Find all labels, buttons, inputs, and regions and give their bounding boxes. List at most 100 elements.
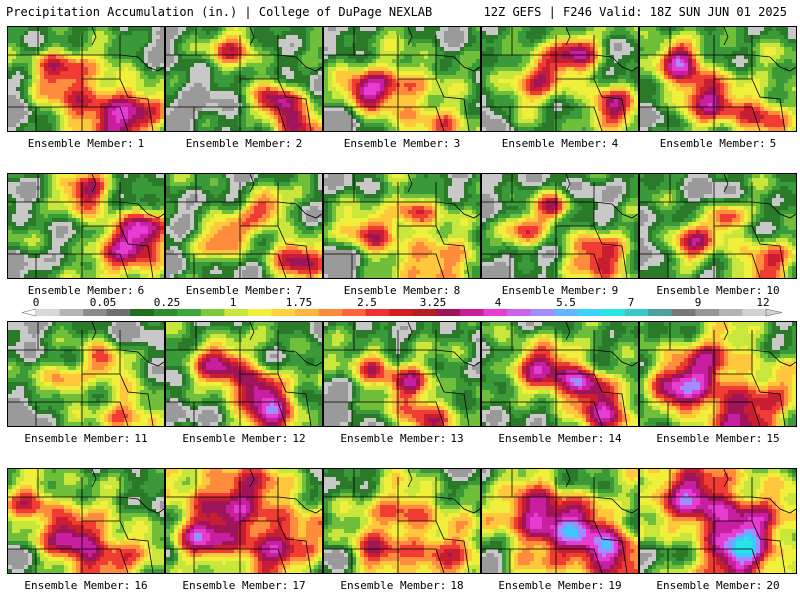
member-number: 12 bbox=[292, 432, 305, 445]
colorbar-swatch bbox=[59, 309, 84, 316]
colorbar-tick-label: 5.5 bbox=[556, 296, 576, 309]
ensemble-member-panel: Ensemble Member: 4 bbox=[481, 26, 639, 150]
member-number: 7 bbox=[296, 284, 303, 297]
member-number: 6 bbox=[138, 284, 145, 297]
member-caption-label: Ensemble Member: bbox=[498, 432, 604, 445]
member-caption-label: Ensemble Member: bbox=[656, 284, 762, 297]
precip-map bbox=[639, 321, 797, 427]
member-number: 2 bbox=[296, 137, 303, 150]
member-caption: Ensemble Member: 2 bbox=[165, 137, 323, 150]
colorbar-swatch bbox=[695, 309, 720, 316]
member-caption-label: Ensemble Member: bbox=[660, 137, 766, 150]
member-number: 19 bbox=[608, 579, 621, 592]
colorbar-swatch bbox=[106, 309, 131, 316]
ensemble-member-panel: Ensemble Member: 17 bbox=[165, 468, 323, 592]
member-caption: Ensemble Member: 20 bbox=[639, 579, 797, 592]
precip-map bbox=[323, 173, 481, 279]
member-caption-label: Ensemble Member: bbox=[186, 284, 292, 297]
colorbar-swatch bbox=[271, 309, 296, 316]
member-caption: Ensemble Member: 12 bbox=[165, 432, 323, 445]
member-caption-label: Ensemble Member: bbox=[28, 284, 134, 297]
colorbar-tick-label: 2.5 bbox=[357, 296, 377, 309]
member-caption: Ensemble Member: 19 bbox=[481, 579, 639, 592]
precip-map bbox=[639, 173, 797, 279]
member-caption-label: Ensemble Member: bbox=[502, 284, 608, 297]
colorbar-swatch bbox=[624, 309, 649, 316]
member-number: 4 bbox=[612, 137, 619, 150]
colorbar-tick-label: 3.25 bbox=[420, 296, 447, 309]
member-caption: Ensemble Member: 11 bbox=[7, 432, 165, 445]
precip-map bbox=[639, 26, 797, 132]
precip-map bbox=[7, 468, 165, 574]
precip-map bbox=[7, 321, 165, 427]
colorbar-tick-label: 0.25 bbox=[154, 296, 181, 309]
colorbar-tick-label: 9 bbox=[695, 296, 702, 309]
colorbar-swatch bbox=[671, 309, 696, 316]
colorbar-swatch bbox=[295, 309, 320, 316]
member-caption: Ensemble Member: 5 bbox=[639, 137, 797, 150]
precip-map bbox=[481, 468, 639, 574]
precip-map bbox=[7, 173, 165, 279]
member-caption-label: Ensemble Member: bbox=[656, 432, 762, 445]
member-number: 5 bbox=[770, 137, 777, 150]
precip-map bbox=[165, 321, 323, 427]
member-caption-label: Ensemble Member: bbox=[656, 579, 762, 592]
header-title-right: 12Z GEFS | F246 Valid: 18Z SUN JUN 01 20… bbox=[484, 5, 787, 19]
colorbar-swatch bbox=[412, 309, 437, 316]
member-caption: Ensemble Member: 8 bbox=[323, 284, 481, 297]
ensemble-member-panel: Ensemble Member: 3 bbox=[323, 26, 481, 150]
ensemble-member-panel: Ensemble Member: 15 bbox=[639, 321, 797, 445]
colorbar-legend: 0 0.05 0.25 1 1.75 2.5 3.25 4 5.5 7 9 12 bbox=[21, 296, 783, 317]
member-caption-label: Ensemble Member: bbox=[340, 432, 446, 445]
member-caption: Ensemble Member: 16 bbox=[7, 579, 165, 592]
precip-map bbox=[323, 321, 481, 427]
colorbar-swatch bbox=[224, 309, 249, 316]
header-title-left: Precipitation Accumulation (in.) | Colle… bbox=[6, 5, 432, 19]
member-caption-label: Ensemble Member: bbox=[502, 137, 608, 150]
member-number: 17 bbox=[292, 579, 305, 592]
colorbar-max-arrow bbox=[765, 308, 783, 317]
member-number: 14 bbox=[608, 432, 621, 445]
colorbar-swatch bbox=[365, 309, 390, 316]
member-caption: Ensemble Member: 14 bbox=[481, 432, 639, 445]
ensemble-member-panel: Ensemble Member: 7 bbox=[165, 173, 323, 297]
member-number: 16 bbox=[134, 579, 147, 592]
colorbar-swatch bbox=[648, 309, 673, 316]
colorbar-swatch bbox=[530, 309, 555, 316]
member-caption: Ensemble Member: 10 bbox=[639, 284, 797, 297]
colorbar-tick-label: 1 bbox=[230, 296, 237, 309]
ensemble-member-panel: Ensemble Member: 18 bbox=[323, 468, 481, 592]
colorbar-swatch bbox=[554, 309, 579, 316]
member-number: 3 bbox=[454, 137, 461, 150]
ensemble-member-panel: Ensemble Member: 10 bbox=[639, 173, 797, 297]
member-caption: Ensemble Member: 6 bbox=[7, 284, 165, 297]
precip-map bbox=[323, 26, 481, 132]
colorbar-swatch bbox=[577, 309, 602, 316]
member-caption-label: Ensemble Member: bbox=[24, 579, 130, 592]
colorbar-tick-label: 1.75 bbox=[286, 296, 313, 309]
colorbar-tick-label: 12 bbox=[756, 296, 769, 309]
member-caption-label: Ensemble Member: bbox=[344, 137, 450, 150]
member-caption: Ensemble Member: 1 bbox=[7, 137, 165, 150]
ensemble-member-panel: Ensemble Member: 14 bbox=[481, 321, 639, 445]
colorbar-min-arrow bbox=[21, 308, 37, 317]
colorbar-swatch bbox=[83, 309, 108, 316]
precip-map bbox=[323, 468, 481, 574]
member-caption-label: Ensemble Member: bbox=[182, 432, 288, 445]
member-number: 1 bbox=[138, 137, 145, 150]
member-caption: Ensemble Member: 17 bbox=[165, 579, 323, 592]
ensemble-member-panel: Ensemble Member: 6 bbox=[7, 173, 165, 297]
colorbar-tick-label: 4 bbox=[495, 296, 502, 309]
colorbar-swatch bbox=[200, 309, 225, 316]
colorbar-swatch bbox=[177, 309, 202, 316]
colorbar-tick-label: 7 bbox=[628, 296, 635, 309]
ensemble-member-panel: Ensemble Member: 11 bbox=[7, 321, 165, 445]
ensemble-member-panel: Ensemble Member: 9 bbox=[481, 173, 639, 297]
member-caption: Ensemble Member: 7 bbox=[165, 284, 323, 297]
member-caption-label: Ensemble Member: bbox=[28, 137, 134, 150]
colorbar-swatch bbox=[153, 309, 178, 316]
ensemble-member-panel: Ensemble Member: 20 bbox=[639, 468, 797, 592]
member-caption: Ensemble Member: 4 bbox=[481, 137, 639, 150]
precip-map bbox=[165, 468, 323, 574]
precip-map bbox=[639, 468, 797, 574]
